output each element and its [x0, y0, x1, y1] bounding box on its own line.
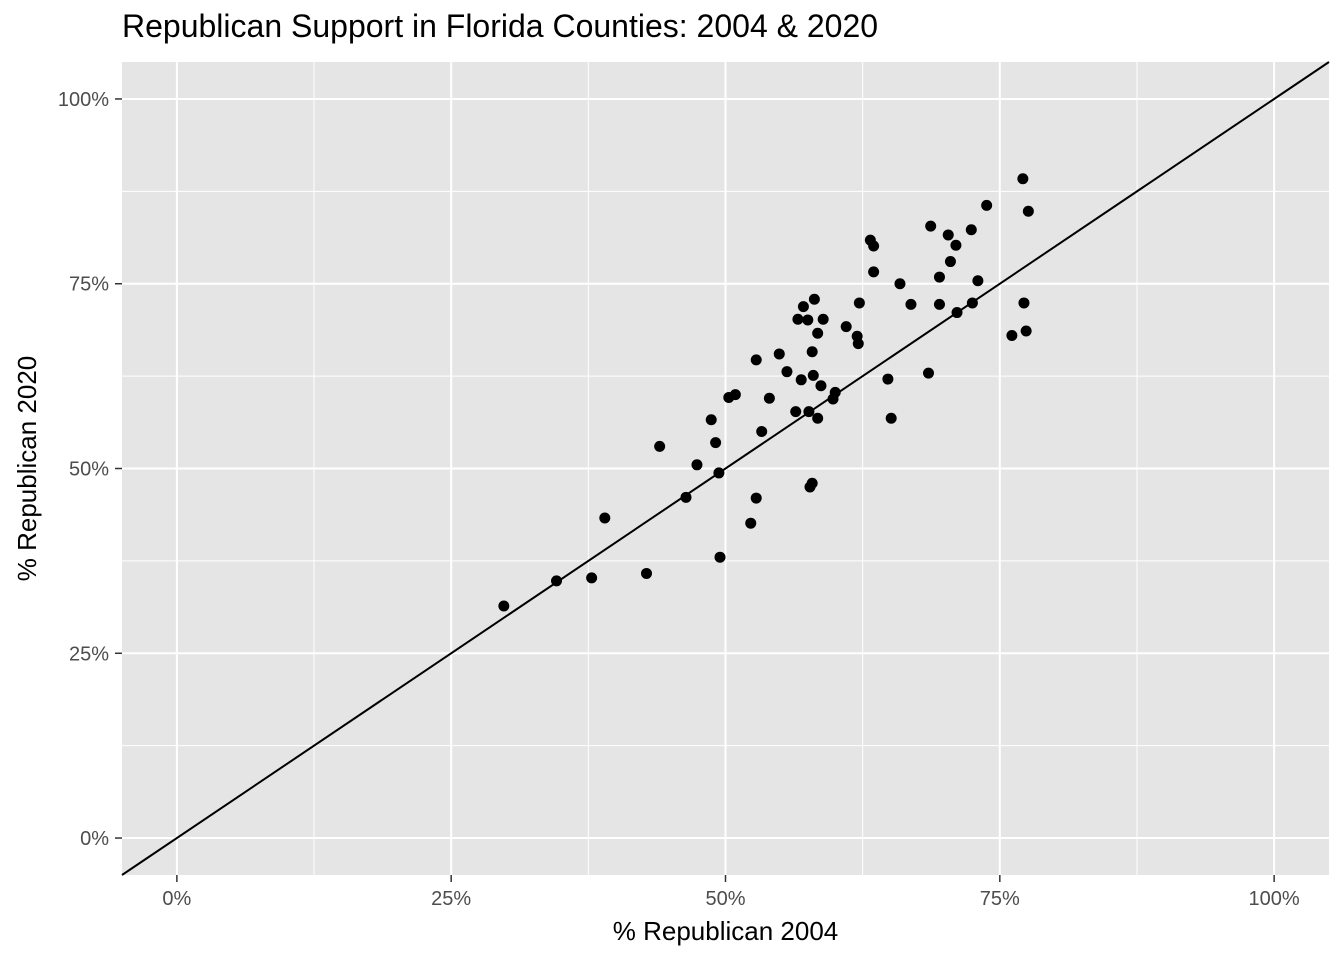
- data-point: [925, 220, 937, 232]
- data-point: [944, 256, 956, 268]
- data-point: [922, 367, 934, 379]
- x-tick-label: 25%: [431, 888, 471, 910]
- data-point: [551, 575, 563, 587]
- data-point: [808, 293, 820, 305]
- data-point: [1018, 297, 1030, 309]
- data-point: [498, 600, 510, 612]
- data-point: [806, 346, 818, 358]
- data-point: [729, 389, 741, 401]
- y-tick-label: 25%: [69, 643, 109, 665]
- data-point: [868, 240, 880, 252]
- data-point: [756, 426, 768, 438]
- data-point: [812, 327, 824, 339]
- data-point: [599, 512, 611, 524]
- y-axis: 0% 25% 50% 75% 100%: [58, 89, 122, 850]
- data-point: [853, 297, 865, 309]
- data-point: [705, 414, 717, 426]
- y-axis-title: % Republican 2020: [12, 356, 42, 582]
- data-point: [807, 369, 819, 381]
- x-tick-label: 0%: [162, 888, 191, 910]
- y-tick-label: 50%: [69, 459, 109, 481]
- data-point: [972, 275, 984, 287]
- data-point: [1022, 205, 1034, 217]
- data-points: [498, 173, 1034, 612]
- data-point: [680, 491, 692, 503]
- data-point: [654, 440, 666, 452]
- y-tick-label: 100%: [58, 89, 109, 111]
- y-tick-label: 0%: [80, 828, 109, 850]
- data-point: [817, 313, 829, 325]
- data-point: [885, 412, 897, 424]
- data-point: [981, 199, 993, 211]
- data-point: [1006, 329, 1018, 341]
- data-point: [790, 406, 802, 418]
- data-point: [905, 298, 917, 310]
- reference-line: [121, 61, 1330, 876]
- data-point: [942, 229, 954, 241]
- data-point: [894, 278, 906, 290]
- data-point: [691, 459, 703, 471]
- data-point: [797, 301, 809, 313]
- data-point: [773, 348, 785, 360]
- x-tick-label: 75%: [980, 888, 1020, 910]
- data-point: [710, 437, 722, 449]
- data-point: [750, 492, 762, 504]
- data-point: [950, 239, 962, 251]
- data-point: [750, 354, 762, 366]
- y-tick-label: 75%: [69, 274, 109, 296]
- data-point: [815, 380, 827, 392]
- data-point: [1020, 325, 1032, 337]
- data-point: [812, 412, 824, 424]
- data-point: [966, 297, 978, 309]
- data-point: [806, 477, 818, 489]
- data-point: [792, 313, 804, 325]
- data-point: [763, 392, 775, 404]
- data-point: [965, 224, 977, 236]
- data-point: [829, 386, 841, 398]
- data-point: [802, 314, 814, 326]
- data-point: [933, 271, 945, 283]
- data-point: [803, 406, 815, 418]
- data-point: [951, 307, 963, 319]
- data-point: [586, 572, 598, 584]
- x-axis-title: % Republican 2004: [613, 916, 839, 946]
- chart-title: Republican Support in Florida Counties: …: [122, 8, 879, 44]
- data-point: [781, 366, 793, 378]
- data-point: [882, 373, 894, 385]
- x-tick-label: 100%: [1249, 888, 1300, 910]
- data-point: [852, 338, 864, 350]
- x-tick-label: 50%: [705, 888, 745, 910]
- data-point: [933, 298, 945, 310]
- x-axis: 0% 25% 50% 75% 100%: [162, 875, 1300, 910]
- data-point: [1017, 173, 1029, 185]
- data-point: [713, 467, 725, 479]
- data-point: [714, 551, 726, 563]
- data-point: [745, 517, 757, 529]
- data-point: [640, 567, 652, 579]
- data-point: [868, 266, 880, 278]
- data-point: [795, 374, 807, 386]
- data-point: [840, 321, 852, 333]
